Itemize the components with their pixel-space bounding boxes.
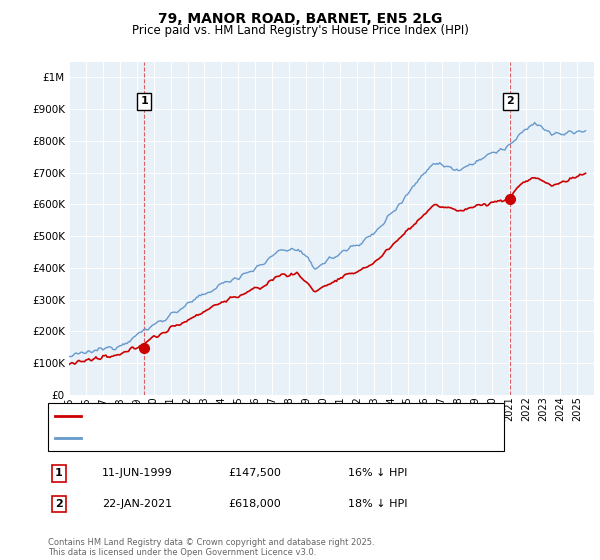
Text: £618,000: £618,000 — [228, 499, 281, 509]
Text: Price paid vs. HM Land Registry's House Price Index (HPI): Price paid vs. HM Land Registry's House … — [131, 24, 469, 36]
Text: £147,500: £147,500 — [228, 468, 281, 478]
Text: 2: 2 — [55, 499, 62, 509]
Text: 11-JUN-1999: 11-JUN-1999 — [102, 468, 173, 478]
Text: 1: 1 — [55, 468, 62, 478]
Text: 18% ↓ HPI: 18% ↓ HPI — [348, 499, 407, 509]
Text: 79, MANOR ROAD, BARNET, EN5 2LG: 79, MANOR ROAD, BARNET, EN5 2LG — [158, 12, 442, 26]
Text: HPI: Average price, semi-detached house, Barnet: HPI: Average price, semi-detached house,… — [85, 433, 342, 443]
Text: 16% ↓ HPI: 16% ↓ HPI — [348, 468, 407, 478]
Text: 2: 2 — [506, 96, 514, 106]
Text: 1: 1 — [140, 96, 148, 106]
Text: 79, MANOR ROAD, BARNET, EN5 2LG (semi-detached house): 79, MANOR ROAD, BARNET, EN5 2LG (semi-de… — [85, 411, 401, 421]
Text: 22-JAN-2021: 22-JAN-2021 — [102, 499, 172, 509]
Text: Contains HM Land Registry data © Crown copyright and database right 2025.
This d: Contains HM Land Registry data © Crown c… — [48, 538, 374, 557]
